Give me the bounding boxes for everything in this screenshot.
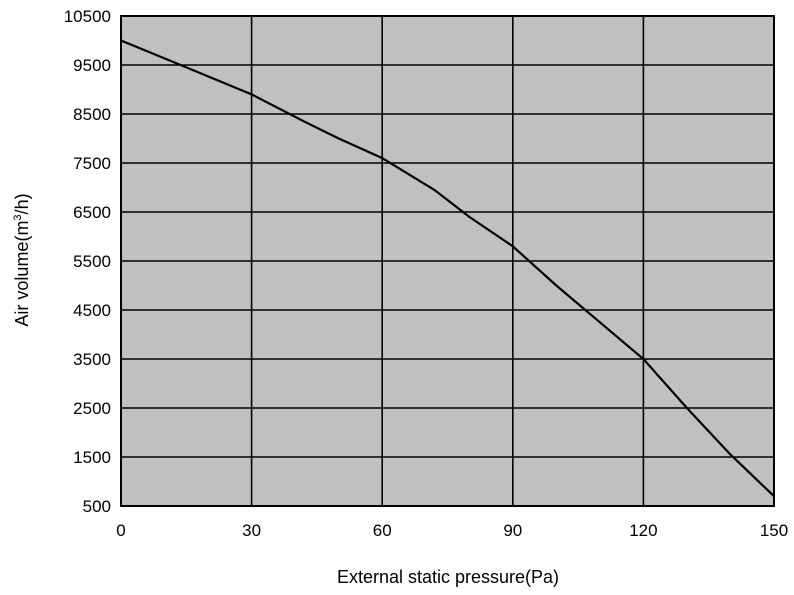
series-line (120, 39, 775, 497)
x-tick-label: 30 (242, 521, 261, 540)
y-tick-label: 8500 (73, 105, 111, 124)
x-tick-label: 120 (629, 521, 657, 540)
y-tick-label: 7500 (73, 154, 111, 173)
y-axis-label-main: Air volume(m (12, 221, 32, 327)
y-tick-label: 4500 (73, 301, 111, 320)
y-tick-label: 5500 (73, 252, 111, 271)
x-tick-label: 0 (116, 521, 125, 540)
y-tick-label: 2500 (73, 399, 111, 418)
tick-labels: 0 30 60 90 120 150 500 1500 2500 3500 4500 5500 6500… (64, 7, 788, 540)
y-tick-label: 9500 (73, 56, 111, 75)
y-tick-label: 500 (83, 497, 111, 516)
y-tick-label: 6500 (73, 203, 111, 222)
y-axis-label: Air volume(m3/h) (12, 193, 32, 326)
x-tick-label: 150 (760, 521, 788, 540)
y-axis-label-sup: 3 (12, 214, 24, 220)
y-axis-label-tail: /h) (12, 193, 32, 214)
y-tick-label: 1500 (73, 448, 111, 467)
x-tick-label: 90 (503, 521, 522, 540)
plot-area (120, 15, 775, 507)
x-axis-label: External static pressure(Pa) (337, 567, 559, 587)
x-tick-label: 60 (373, 521, 392, 540)
y-tick-label: 10500 (64, 7, 111, 26)
plot-frame (120, 15, 775, 507)
y-tick-label: 3500 (73, 350, 111, 369)
